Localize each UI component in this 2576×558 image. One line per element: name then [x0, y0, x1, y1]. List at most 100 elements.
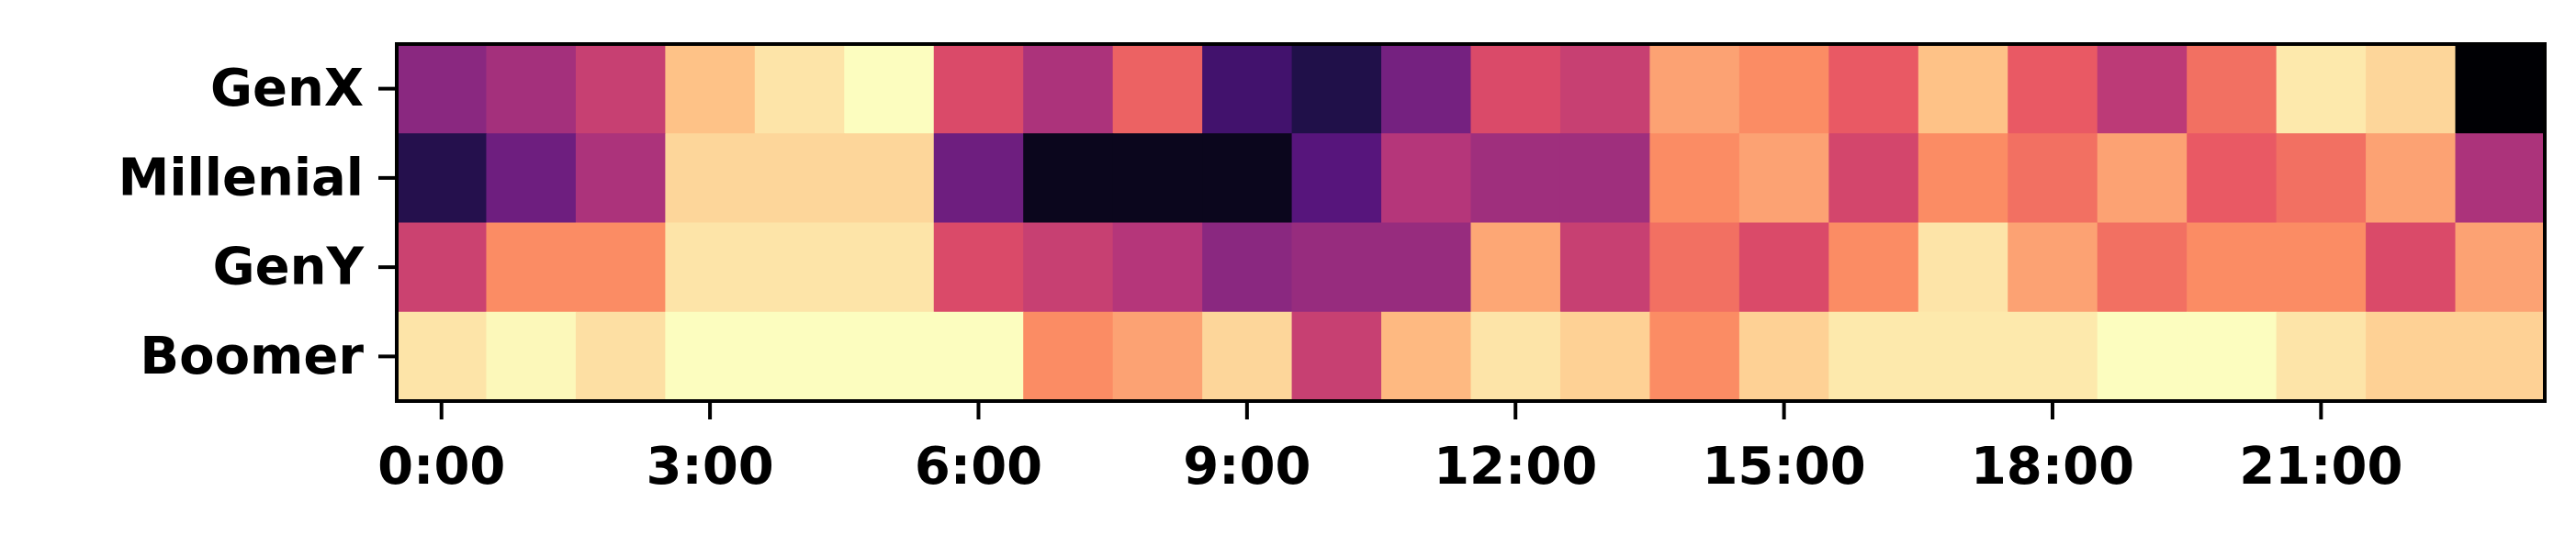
- heatmap-cell: [2276, 222, 2367, 313]
- heatmap-cell: [575, 222, 666, 313]
- heatmap-cell: [1470, 44, 1561, 134]
- plot-frame: [395, 42, 2547, 403]
- heatmap-cell: [2276, 133, 2367, 224]
- heatmap-cell: [2455, 133, 2546, 224]
- heatmap-cell: [575, 44, 666, 134]
- heatmap-cell: [2276, 311, 2367, 402]
- heatmap-cell: [1112, 44, 1203, 134]
- heatmap-cell: [2455, 44, 2546, 134]
- heatmap-cell: [1918, 133, 2008, 224]
- heatmap-cell: [2366, 222, 2457, 313]
- heatmap-cell: [1291, 311, 1382, 402]
- heatmap-cell: [1381, 133, 1472, 224]
- heatmap-cell: [1738, 222, 1829, 313]
- heatmap-cell: [933, 311, 1024, 402]
- heatmap-cell: [665, 311, 756, 402]
- heatmap-cell: [2097, 133, 2188, 224]
- heatmap-cells: [397, 44, 2546, 402]
- x-tick-label: 21:00: [2239, 437, 2402, 497]
- heatmap-cell: [486, 44, 577, 134]
- heatmap-cell: [1738, 311, 1829, 402]
- heatmap-cell: [2008, 133, 2098, 224]
- heatmap-cell: [933, 44, 1024, 134]
- heatmap-cell: [1470, 133, 1561, 224]
- heatmap-cell: [1470, 222, 1561, 313]
- heatmap-cell: [2366, 133, 2457, 224]
- heatmap-cell: [844, 222, 935, 313]
- heatmap-cell: [1649, 133, 1740, 224]
- heatmap-cell: [1738, 44, 1829, 134]
- heatmap-cell: [1559, 222, 1651, 313]
- heatmap-cell: [397, 222, 488, 313]
- heatmap-cell: [2455, 311, 2546, 402]
- heatmap-cell: [1023, 133, 1114, 224]
- heatmap-cell: [1381, 222, 1472, 313]
- x-tick-label: 15:00: [1702, 437, 1865, 497]
- heatmap-cell: [1112, 133, 1203, 224]
- heatmap-cell: [754, 311, 845, 402]
- heatmap-cell: [1649, 222, 1740, 313]
- heatmap-cell: [1559, 311, 1651, 402]
- heatmap-cell: [2008, 311, 2098, 402]
- heatmap-cell: [486, 311, 577, 402]
- heatmap-cell: [844, 44, 935, 134]
- y-tick-label: GenX: [210, 59, 364, 118]
- heatmap-cell: [2187, 44, 2278, 134]
- x-tick-label: 18:00: [1971, 437, 2134, 497]
- heatmap-cell: [575, 311, 666, 402]
- heatmap-cell: [2008, 222, 2098, 313]
- x-tick-label: 12:00: [1434, 437, 1597, 497]
- heatmap-cell: [2455, 222, 2546, 313]
- heatmap-cell: [1828, 44, 1919, 134]
- heatmap-cell: [1828, 311, 1919, 402]
- heatmap-cell: [1918, 44, 2008, 134]
- heatmap-cell: [397, 133, 488, 224]
- heatmap-cell: [1202, 222, 1293, 313]
- heatmap-cell: [665, 133, 756, 224]
- heatmap-cell: [1291, 44, 1382, 134]
- heatmap-cell: [1202, 44, 1293, 134]
- heatmap-cell: [1112, 222, 1203, 313]
- heatmap-cell: [2276, 44, 2367, 134]
- heatmap-cell: [933, 222, 1024, 313]
- y-tick-label: GenY: [213, 238, 366, 297]
- heatmap-cell: [2187, 311, 2278, 402]
- heatmap-cell: [1381, 44, 1472, 134]
- heatmap-cell: [1023, 222, 1114, 313]
- heatmap-cell: [754, 222, 845, 313]
- heatmap-cell: [1918, 222, 2008, 313]
- heatmap-cell: [1559, 44, 1651, 134]
- heatmap-cell: [1738, 133, 1829, 224]
- heatmap-cell: [575, 133, 666, 224]
- heatmap-cell: [2187, 222, 2278, 313]
- heatmap-cell: [2097, 311, 2188, 402]
- heatmap-cell: [2187, 133, 2278, 224]
- heatmap-cell: [1828, 133, 1919, 224]
- heatmap-cell: [1202, 311, 1293, 402]
- y-tick-label: Millenial: [118, 148, 364, 207]
- heatmap-cell: [754, 133, 845, 224]
- x-tick-label: 3:00: [646, 437, 773, 497]
- heatmap-cell: [844, 311, 935, 402]
- y-axis: GenX Millenial GenY Boomer: [118, 59, 397, 386]
- heatmap-cell: [486, 133, 577, 224]
- heatmap-cell: [1649, 44, 1740, 134]
- heatmap-cell: [1291, 222, 1382, 313]
- heatmap-cell: [1112, 311, 1203, 402]
- x-tick-label: 6:00: [915, 437, 1042, 497]
- heatmap-cell: [754, 44, 845, 134]
- heatmap-cell: [844, 133, 935, 224]
- heatmap-cell: [2366, 311, 2457, 402]
- heatmap-cell: [2097, 44, 2188, 134]
- x-axis: 0:00 3:00 6:00 9:00 12:00 15:00 18:00 21:00: [377, 401, 2402, 497]
- x-tick-label: 0:00: [377, 437, 505, 497]
- heatmap-cell: [397, 311, 488, 402]
- heatmap-cell: [1202, 133, 1293, 224]
- heatmap-cell: [2366, 44, 2457, 134]
- heatmap-cell: [933, 133, 1024, 224]
- y-tick-label: Boomer: [140, 327, 364, 386]
- heatmap-cell: [1649, 311, 1740, 402]
- heatmap-cell: [2097, 222, 2188, 313]
- heatmap-cell: [1023, 311, 1114, 402]
